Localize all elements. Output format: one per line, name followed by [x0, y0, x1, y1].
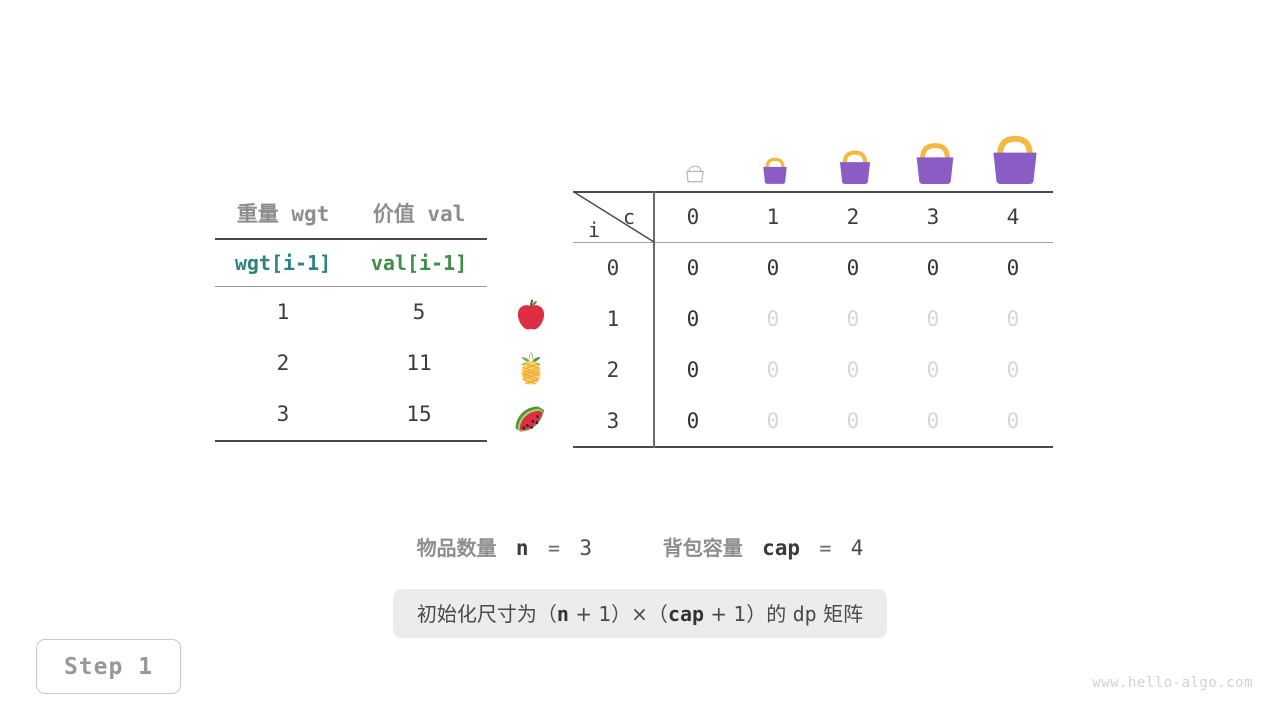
- dp-row-3: 3 0 0 0 0 0: [573, 396, 1053, 447]
- dp-column-header-row: 0 1 2 3 4: [573, 192, 1053, 243]
- dp-cell-3-2: 0: [846, 409, 860, 433]
- variable-wgt: wgt[i-1]: [234, 251, 332, 275]
- note-var-dp: dp: [792, 602, 817, 626]
- cell-weight-2: 2: [276, 351, 290, 375]
- note-suffix: 矩阵: [816, 602, 864, 626]
- dp-row-label-0: 0: [606, 256, 620, 280]
- items-table-rule-bottom: [215, 440, 487, 442]
- dp-col-header-0: 0: [686, 205, 700, 229]
- apple-icon: [512, 298, 550, 336]
- dp-cell-2-4: 0: [1006, 358, 1020, 382]
- step-badge: Step 1: [36, 639, 181, 694]
- dp-cell-0-1: 0: [766, 256, 780, 280]
- bag-icons-row: [655, 118, 1053, 184]
- capacity-label: 背包容量: [662, 536, 743, 560]
- dp-cell-1-3: 0: [926, 307, 940, 331]
- dp-row-label-1: 1: [606, 307, 620, 331]
- dp-row-1: 1 0 0 0 0 0: [573, 294, 1053, 345]
- dp-corner-spacer: [573, 192, 653, 243]
- bag-icon-1: [735, 118, 815, 184]
- dp-col-header-4: 4: [1006, 205, 1020, 229]
- table-row: 3 15: [215, 389, 487, 440]
- dp-cell-1-4: 0: [1006, 307, 1020, 331]
- variable-val: val[i-1]: [370, 251, 468, 275]
- dp-corner-diagonal-icon: [573, 191, 655, 243]
- dp-cell-3-3: 0: [926, 409, 940, 433]
- dp-row-2: 2 0 0 0 0 0: [573, 345, 1053, 396]
- dp-matrix: c i 0 1 2 3 4 0 0 0 0 0 0: [573, 191, 1053, 448]
- cell-value-2: 11: [406, 351, 432, 375]
- note-mid-1: + 1）×（: [568, 602, 668, 626]
- table-row: 1 5: [215, 287, 487, 338]
- dp-rule-top: [573, 191, 1053, 193]
- note-mid-2: + 1）的: [704, 602, 793, 626]
- step-badge-label: Step 1: [63, 653, 154, 680]
- items-table-header-row: 重量 wgt 价值 val: [215, 193, 487, 238]
- dp-cell-2-2: 0: [846, 358, 860, 382]
- items-table-variable-row: wgt[i-1] val[i-1]: [215, 240, 487, 286]
- cell-value-1: 5: [412, 300, 426, 324]
- dp-cell-3-1: 0: [766, 409, 780, 433]
- dp-cell-1-2: 0: [846, 307, 860, 331]
- dp-cell-0-2: 0: [846, 256, 860, 280]
- dp-col-header-3: 3: [926, 205, 940, 229]
- cell-value-3: 15: [406, 402, 432, 426]
- parameters-line: 物品数量 n = 3 背包容量 cap = 4: [0, 532, 1280, 561]
- header-weight-code: wgt: [291, 202, 330, 226]
- dp-row-0: 0 0 0 0 0 0: [573, 243, 1053, 294]
- items-table-rule-top: [215, 238, 487, 240]
- dp-cell-0-3: 0: [926, 256, 940, 280]
- watermelon-icon: [512, 400, 550, 438]
- capacity-value: 4: [850, 536, 864, 560]
- capacity-equals: =: [819, 536, 832, 560]
- dp-row-label-2: 2: [606, 358, 620, 382]
- capacity-variable: cap: [762, 536, 801, 560]
- cell-weight-3: 3: [276, 402, 290, 426]
- watermark: www.hello-algo.com: [1092, 675, 1253, 691]
- note-caption: 初始化尺寸为（n + 1）×（cap + 1）的 dp 矩阵: [392, 589, 888, 638]
- dp-corner-label-i: i: [588, 218, 601, 242]
- header-value-code: val: [427, 202, 466, 226]
- dp-cell-3-4: 0: [1006, 409, 1020, 433]
- bag-icon-4: [975, 118, 1055, 184]
- bag-icon-2: [815, 118, 895, 184]
- note-var-n: n: [556, 602, 569, 626]
- bag-icon-empty: [655, 118, 735, 184]
- header-value-cjk: 价值: [372, 202, 415, 226]
- items-table-header-value: 价值 val: [351, 193, 487, 238]
- dp-cell-2-1: 0: [766, 358, 780, 382]
- items-table-header-weight: 重量 wgt: [215, 193, 351, 238]
- items-count-equals: =: [547, 536, 560, 560]
- dp-corner-label-c: c: [623, 205, 636, 229]
- dp-cell-1-0: 0: [686, 307, 700, 331]
- items-count-variable: n: [515, 536, 529, 560]
- dp-cell-3-0: 0: [686, 409, 700, 433]
- dp-cell-0-4: 0: [1006, 256, 1020, 280]
- cell-weight-1: 1: [276, 300, 290, 324]
- pineapple-icon: [512, 349, 550, 387]
- note-container: 初始化尺寸为（n + 1）×（cap + 1）的 dp 矩阵: [0, 589, 1280, 638]
- dp-col-header-1: 1: [766, 205, 780, 229]
- items-count-value: 3: [579, 536, 592, 560]
- dp-rule-bottom: [573, 446, 1053, 448]
- dp-row-label-3: 3: [606, 409, 620, 433]
- items-table: 重量 wgt 价值 val wgt[i-1] val[i-1] 1 5 2 11…: [215, 193, 487, 442]
- dp-cell-0-0: 0: [686, 256, 700, 280]
- table-row: 2 11: [215, 338, 487, 389]
- bag-icon-3: [895, 118, 975, 184]
- dp-cell-2-3: 0: [926, 358, 940, 382]
- dp-cell-2-0: 0: [686, 358, 700, 382]
- dp-vertical-divider: [653, 191, 655, 448]
- items-count-label: 物品数量: [416, 536, 497, 560]
- dp-cell-1-1: 0: [766, 307, 780, 331]
- note-var-cap: cap: [667, 602, 705, 626]
- items-table-rule-mid: [215, 286, 487, 287]
- header-weight-cjk: 重量: [236, 202, 279, 226]
- dp-col-header-2: 2: [846, 205, 860, 229]
- note-prefix: 初始化尺寸为（: [416, 602, 557, 626]
- dp-rule-header: [573, 242, 1053, 243]
